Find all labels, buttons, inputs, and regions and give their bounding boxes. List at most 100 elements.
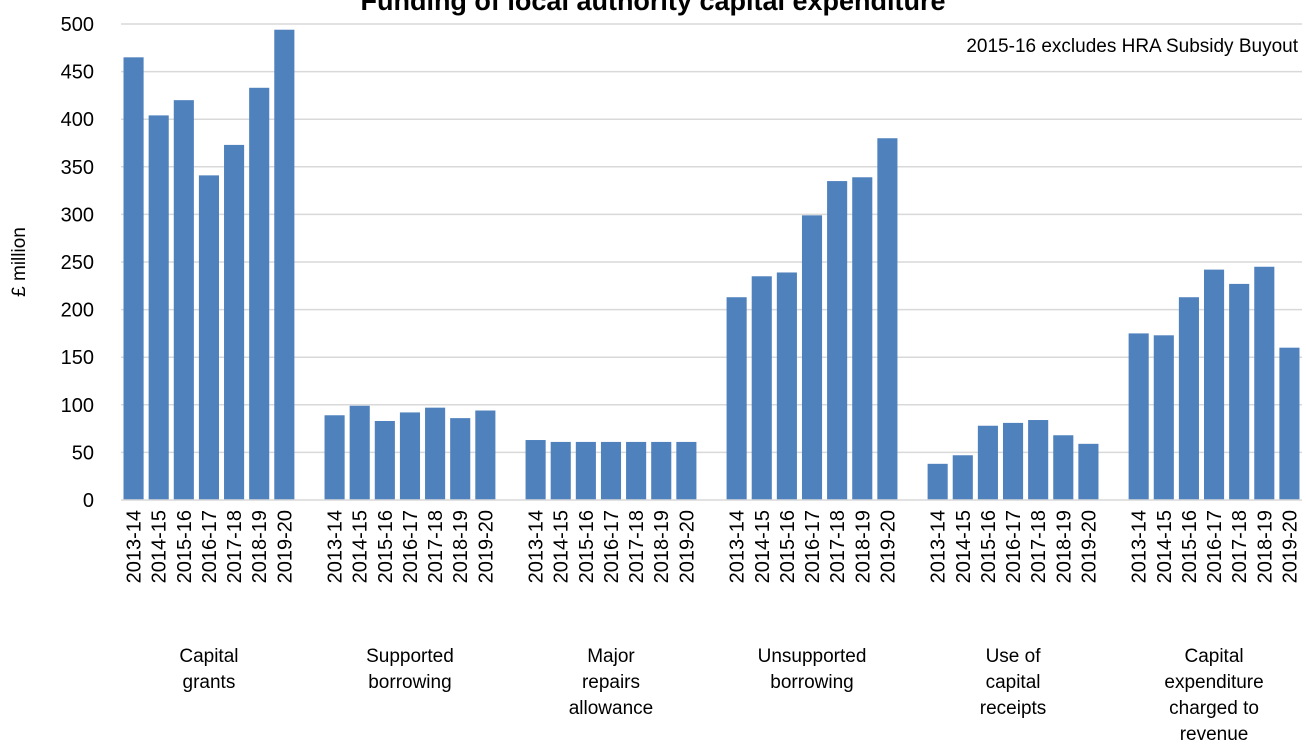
y-tick-label: 50 — [72, 442, 94, 464]
y-tick-label: 400 — [61, 109, 94, 131]
y-tick-label: 250 — [61, 252, 94, 274]
bar — [1153, 335, 1174, 500]
x-tick-label: 2016-17 — [1003, 510, 1025, 583]
x-tick-label: 2017-18 — [1028, 510, 1050, 583]
bar — [1204, 269, 1225, 500]
x-tick-label: 2018-19 — [249, 510, 271, 583]
bar — [349, 405, 370, 500]
y-tick-label: 100 — [61, 395, 94, 417]
x-tick-label: 2013-14 — [1129, 510, 1151, 583]
x-tick-label: 2016-17 — [1204, 510, 1226, 583]
x-tick-label: 2017-18 — [425, 510, 447, 583]
x-tick-label: 2013-14 — [325, 510, 347, 583]
x-tick-label: 2015-16 — [978, 510, 1000, 583]
bar — [801, 215, 823, 501]
bar — [676, 441, 697, 500]
x-tick-label: 2017-18 — [224, 510, 246, 583]
bar — [651, 441, 672, 500]
group-label: charged to — [1169, 698, 1259, 719]
x-tick-label: 2016-17 — [400, 510, 422, 583]
group-label: revenue — [1180, 724, 1249, 745]
y-tick-label: 450 — [61, 62, 94, 84]
x-tick-label: 2014-15 — [752, 510, 774, 583]
bar — [374, 420, 395, 500]
bar — [726, 297, 747, 500]
y-tick-label: 500 — [61, 14, 94, 36]
bar — [148, 115, 169, 500]
x-tick-label: 2015-16 — [1179, 510, 1201, 583]
group-label: borrowing — [368, 672, 451, 693]
x-tick-label: 2014-15 — [149, 510, 171, 583]
bar — [224, 144, 245, 501]
bar — [1028, 420, 1049, 500]
bar — [1229, 283, 1250, 500]
x-tick-label: 2016-17 — [802, 510, 824, 583]
group-label: Use of — [986, 646, 1042, 667]
group-label: Supported — [366, 646, 454, 667]
bar — [927, 463, 948, 500]
bar — [1078, 443, 1099, 500]
bar — [626, 441, 647, 500]
group-label: Capital — [1184, 646, 1243, 667]
y-tick-label: 200 — [61, 300, 94, 322]
x-tick-label: 2018-19 — [450, 510, 472, 583]
x-tick-label: 2016-17 — [601, 510, 623, 583]
bar — [450, 418, 471, 500]
group-label: expenditure — [1164, 672, 1263, 693]
bar — [1053, 435, 1074, 500]
x-tick-label: 2019-20 — [274, 510, 296, 583]
x-tick-label: 2014-15 — [953, 510, 975, 583]
bar — [525, 440, 546, 500]
bar — [123, 57, 144, 500]
group-label: Major — [587, 646, 635, 667]
x-tick-label: 2015-16 — [174, 510, 196, 583]
group-label: repairs — [582, 672, 640, 693]
x-tick-label: 2018-19 — [1053, 510, 1075, 583]
x-tick-label: 2017-18 — [626, 510, 648, 583]
bar — [173, 100, 194, 500]
group-label: receipts — [980, 698, 1047, 719]
bar — [600, 441, 622, 500]
bar — [1128, 333, 1149, 500]
bar — [1002, 422, 1024, 500]
group-label: grants — [183, 672, 236, 693]
bar — [776, 272, 797, 500]
group-label: allowance — [569, 698, 654, 719]
group-label: Capital — [179, 646, 238, 667]
x-tick-label: 2013-14 — [526, 510, 548, 583]
x-tick-label: 2013-14 — [727, 510, 749, 583]
y-tick-label: 0 — [83, 490, 94, 512]
y-tick-label: 300 — [61, 204, 94, 226]
x-tick-label: 2014-15 — [350, 510, 372, 583]
bar — [827, 181, 848, 500]
x-tick-label: 2013-14 — [928, 510, 950, 583]
group-label: borrowing — [770, 672, 853, 693]
bar — [575, 441, 596, 500]
bar — [550, 441, 571, 500]
bar — [324, 415, 345, 500]
x-tick-label: 2017-18 — [827, 510, 849, 583]
bar — [1178, 297, 1199, 500]
x-tick-label: 2018-19 — [852, 510, 874, 583]
chart-title: Funding of local authority capital expen… — [360, 0, 946, 16]
x-tick-label: 2018-19 — [1254, 510, 1276, 583]
x-tick-label: 2014-15 — [1154, 510, 1176, 583]
x-tick-label: 2018-19 — [651, 510, 673, 583]
bar — [274, 29, 295, 500]
bar — [198, 175, 219, 501]
bar — [952, 455, 973, 500]
x-tick-label: 2014-15 — [551, 510, 573, 583]
x-tick-label: 2016-17 — [199, 510, 221, 583]
y-tick-label: 150 — [61, 347, 94, 369]
y-tick-label: 350 — [61, 157, 94, 179]
bar — [1254, 266, 1275, 500]
x-tick-label: 2013-14 — [124, 510, 146, 583]
x-tick-label: 2019-20 — [1078, 510, 1100, 583]
x-tick-label: 2019-20 — [676, 510, 698, 583]
chart-annotation: 2015-16 excludes HRA Subsidy Buyout — [966, 36, 1298, 57]
x-tick-label: 2017-18 — [1229, 510, 1251, 583]
bar — [425, 407, 446, 500]
bar — [399, 412, 421, 500]
x-tick-label: 2015-16 — [576, 510, 598, 583]
